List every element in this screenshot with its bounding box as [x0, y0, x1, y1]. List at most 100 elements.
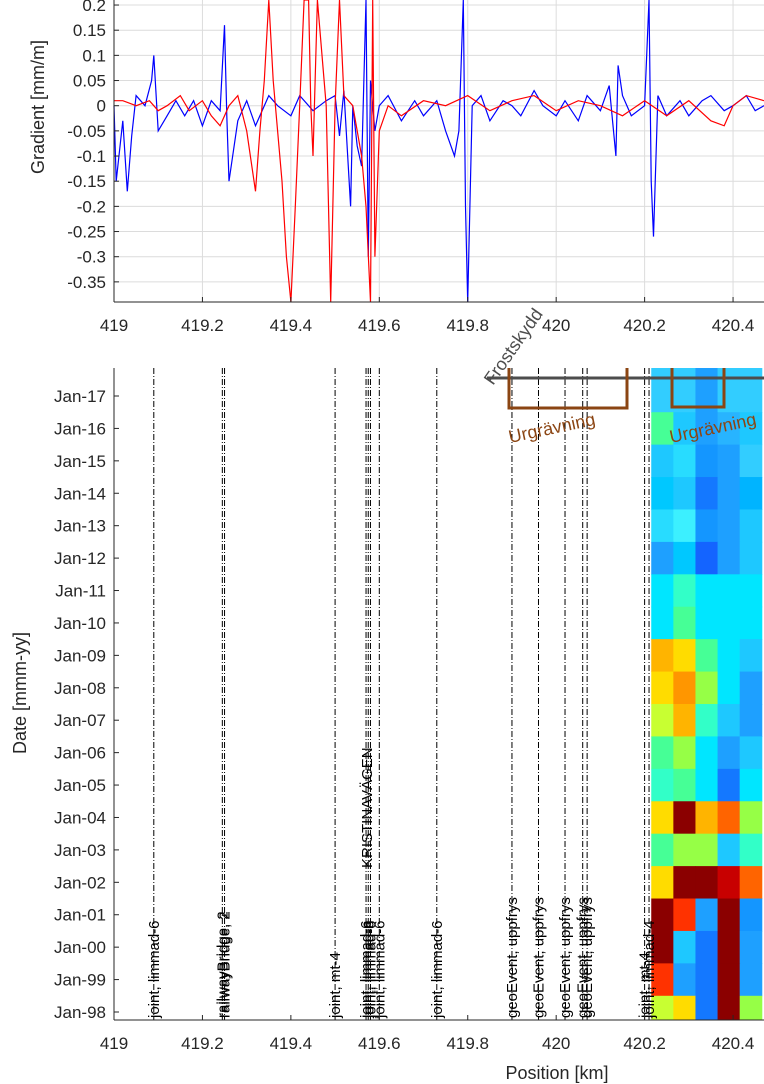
bottom-ytick-label: Jan-09 — [54, 646, 106, 665]
heatmap-cell — [717, 671, 741, 705]
event-label: geoEvent, uppfrys — [557, 897, 574, 1018]
heatmap-cells — [651, 368, 763, 1021]
heatmap-cell — [717, 801, 741, 835]
top-ytick-label: 0.05 — [73, 72, 106, 91]
heatmap-cell — [717, 866, 741, 900]
top-ytick-label: 0.2 — [82, 0, 106, 15]
heatmap-cell — [717, 963, 741, 997]
heatmap-cell — [739, 368, 763, 413]
heatmap-cell — [673, 801, 696, 835]
heatmap-cell — [717, 833, 741, 867]
bottom-ytick-label: Jan-10 — [54, 614, 106, 633]
event-label: joint, mt-4 — [637, 952, 654, 1019]
heatmap-cell — [695, 866, 719, 900]
event-label: geoEvent, uppfrys — [531, 897, 548, 1018]
bottom-ytick-label: Jan-16 — [54, 419, 106, 438]
heatmap-cell — [717, 509, 741, 543]
heatmap-cell — [673, 412, 696, 446]
top-ytick-label: 0.15 — [73, 21, 106, 40]
heatmap-cell — [673, 541, 696, 575]
heatmap-cell — [651, 736, 674, 770]
heatmap-cell — [673, 444, 696, 478]
heatmap-cell — [651, 639, 674, 673]
heatmap-cell — [739, 930, 763, 964]
heatmap-cell — [651, 541, 674, 575]
top-xtick-label: 420 — [542, 316, 570, 335]
event-label: joint, mt-4 — [327, 952, 344, 1019]
heatmap-cell — [673, 963, 696, 997]
heatmap-cell — [717, 995, 741, 1021]
top-y-axis-label: Gradient [mm/m] — [28, 40, 48, 174]
heatmap-cell — [651, 368, 674, 413]
bottom-xtick-label: 419 — [100, 1034, 128, 1053]
heatmap-cell — [717, 541, 741, 575]
event-label: railwayBridge, 2 — [217, 911, 234, 1018]
bottom-ytick-label: Jan-01 — [54, 906, 106, 925]
heatmap-cell — [717, 704, 741, 737]
event-label: joint, limmad-6 — [358, 920, 375, 1019]
heatmap-cell — [739, 963, 763, 997]
heatmap-cell — [673, 736, 696, 770]
heatmap-cell — [673, 866, 696, 900]
event-labels: joint, limmad-6 railwayBridge, 2railwayBr… — [146, 897, 658, 1019]
event-label: joint, limmad-6 — [146, 920, 163, 1019]
heatmap-cell — [651, 768, 674, 802]
event-label: joint, limmad-6 — [363, 920, 380, 1019]
heatmap-cell — [717, 639, 741, 673]
heatmap-cell — [717, 606, 741, 640]
heatmap-cell — [695, 833, 719, 867]
bottom-ytick-label: Jan-08 — [54, 679, 106, 698]
heatmap-cell — [695, 930, 719, 964]
event-label: joint, limmad-6 — [429, 920, 446, 1019]
heatmap-cell — [651, 704, 674, 737]
bottom-ytick-label: Jan-06 — [54, 744, 106, 763]
heatmap-cell — [673, 704, 696, 737]
bottom-ytick-labels: Jan-17 Jan-16 Jan-15 Jan-14 Jan-13 Jan-12 Jan-… — [54, 387, 119, 1022]
heatmap-cell — [695, 768, 719, 802]
top-xtick-label: 419.6 — [358, 316, 401, 335]
top-ytick-label: -0.2 — [77, 197, 106, 216]
bottom-xtick-label: 420.4 — [712, 1034, 755, 1053]
heatmap-cell — [695, 801, 719, 835]
heatmap-cell — [651, 866, 674, 900]
series-line-1 — [113, 0, 764, 303]
bottom-ytick-label: Jan-14 — [54, 484, 106, 503]
heatmap-cell — [739, 671, 763, 705]
heatmap-cell — [651, 801, 674, 835]
heatmap-cell — [673, 606, 696, 640]
heatmap-cell — [739, 412, 763, 446]
heatmap-chart: joint, limmad-6 railwayBridge, 2railwayBr… — [10, 305, 764, 1083]
event-label: geoEvent, uppfrys — [579, 897, 596, 1018]
heatmap-cell — [695, 509, 719, 543]
bottom-ytick-label: Jan-11 — [55, 582, 106, 601]
heatmap-cell — [695, 963, 719, 997]
bottom-ytick-label: Jan-02 — [54, 873, 106, 892]
event-label: joint, limmad-4 — [641, 920, 658, 1019]
heatmap-cell — [717, 574, 741, 608]
heatmap-cell — [717, 412, 741, 446]
heatmap-cell — [739, 509, 763, 543]
top-xtick-label: 420.2 — [623, 316, 666, 335]
bottom-ytick-label: Jan-07 — [54, 711, 106, 730]
top-xtick-label: 419.2 — [181, 316, 224, 335]
heatmap-cell — [739, 606, 763, 640]
heatmap-cell — [739, 898, 763, 932]
heatmap-cell — [717, 768, 741, 802]
heatmap-cell — [739, 995, 763, 1021]
bottom-ytick-label: Jan-15 — [54, 452, 106, 471]
heatmap-cell — [739, 574, 763, 608]
heatmap-cell — [695, 736, 719, 770]
top-xtick-label: 419.4 — [270, 316, 313, 335]
bridge-name-label: KRISTINAVÄGEN — [359, 747, 376, 868]
heatmap-cell — [673, 477, 696, 510]
bottom-xtick-labels: 419 419.2 419.4 419.6 419.8 420 420.2 420.4 — [100, 1015, 755, 1053]
heatmap-cell — [739, 477, 763, 510]
heatmap-cell — [695, 541, 719, 575]
top-ytick-label: -0.35 — [67, 273, 106, 292]
heatmap-cell — [717, 930, 741, 964]
bottom-ytick-label: Jan-13 — [54, 517, 106, 536]
heatmap-cell — [651, 509, 674, 543]
heatmap-cell — [695, 444, 719, 478]
heatmap-cell — [673, 574, 696, 608]
heatmap-cell — [695, 995, 719, 1021]
